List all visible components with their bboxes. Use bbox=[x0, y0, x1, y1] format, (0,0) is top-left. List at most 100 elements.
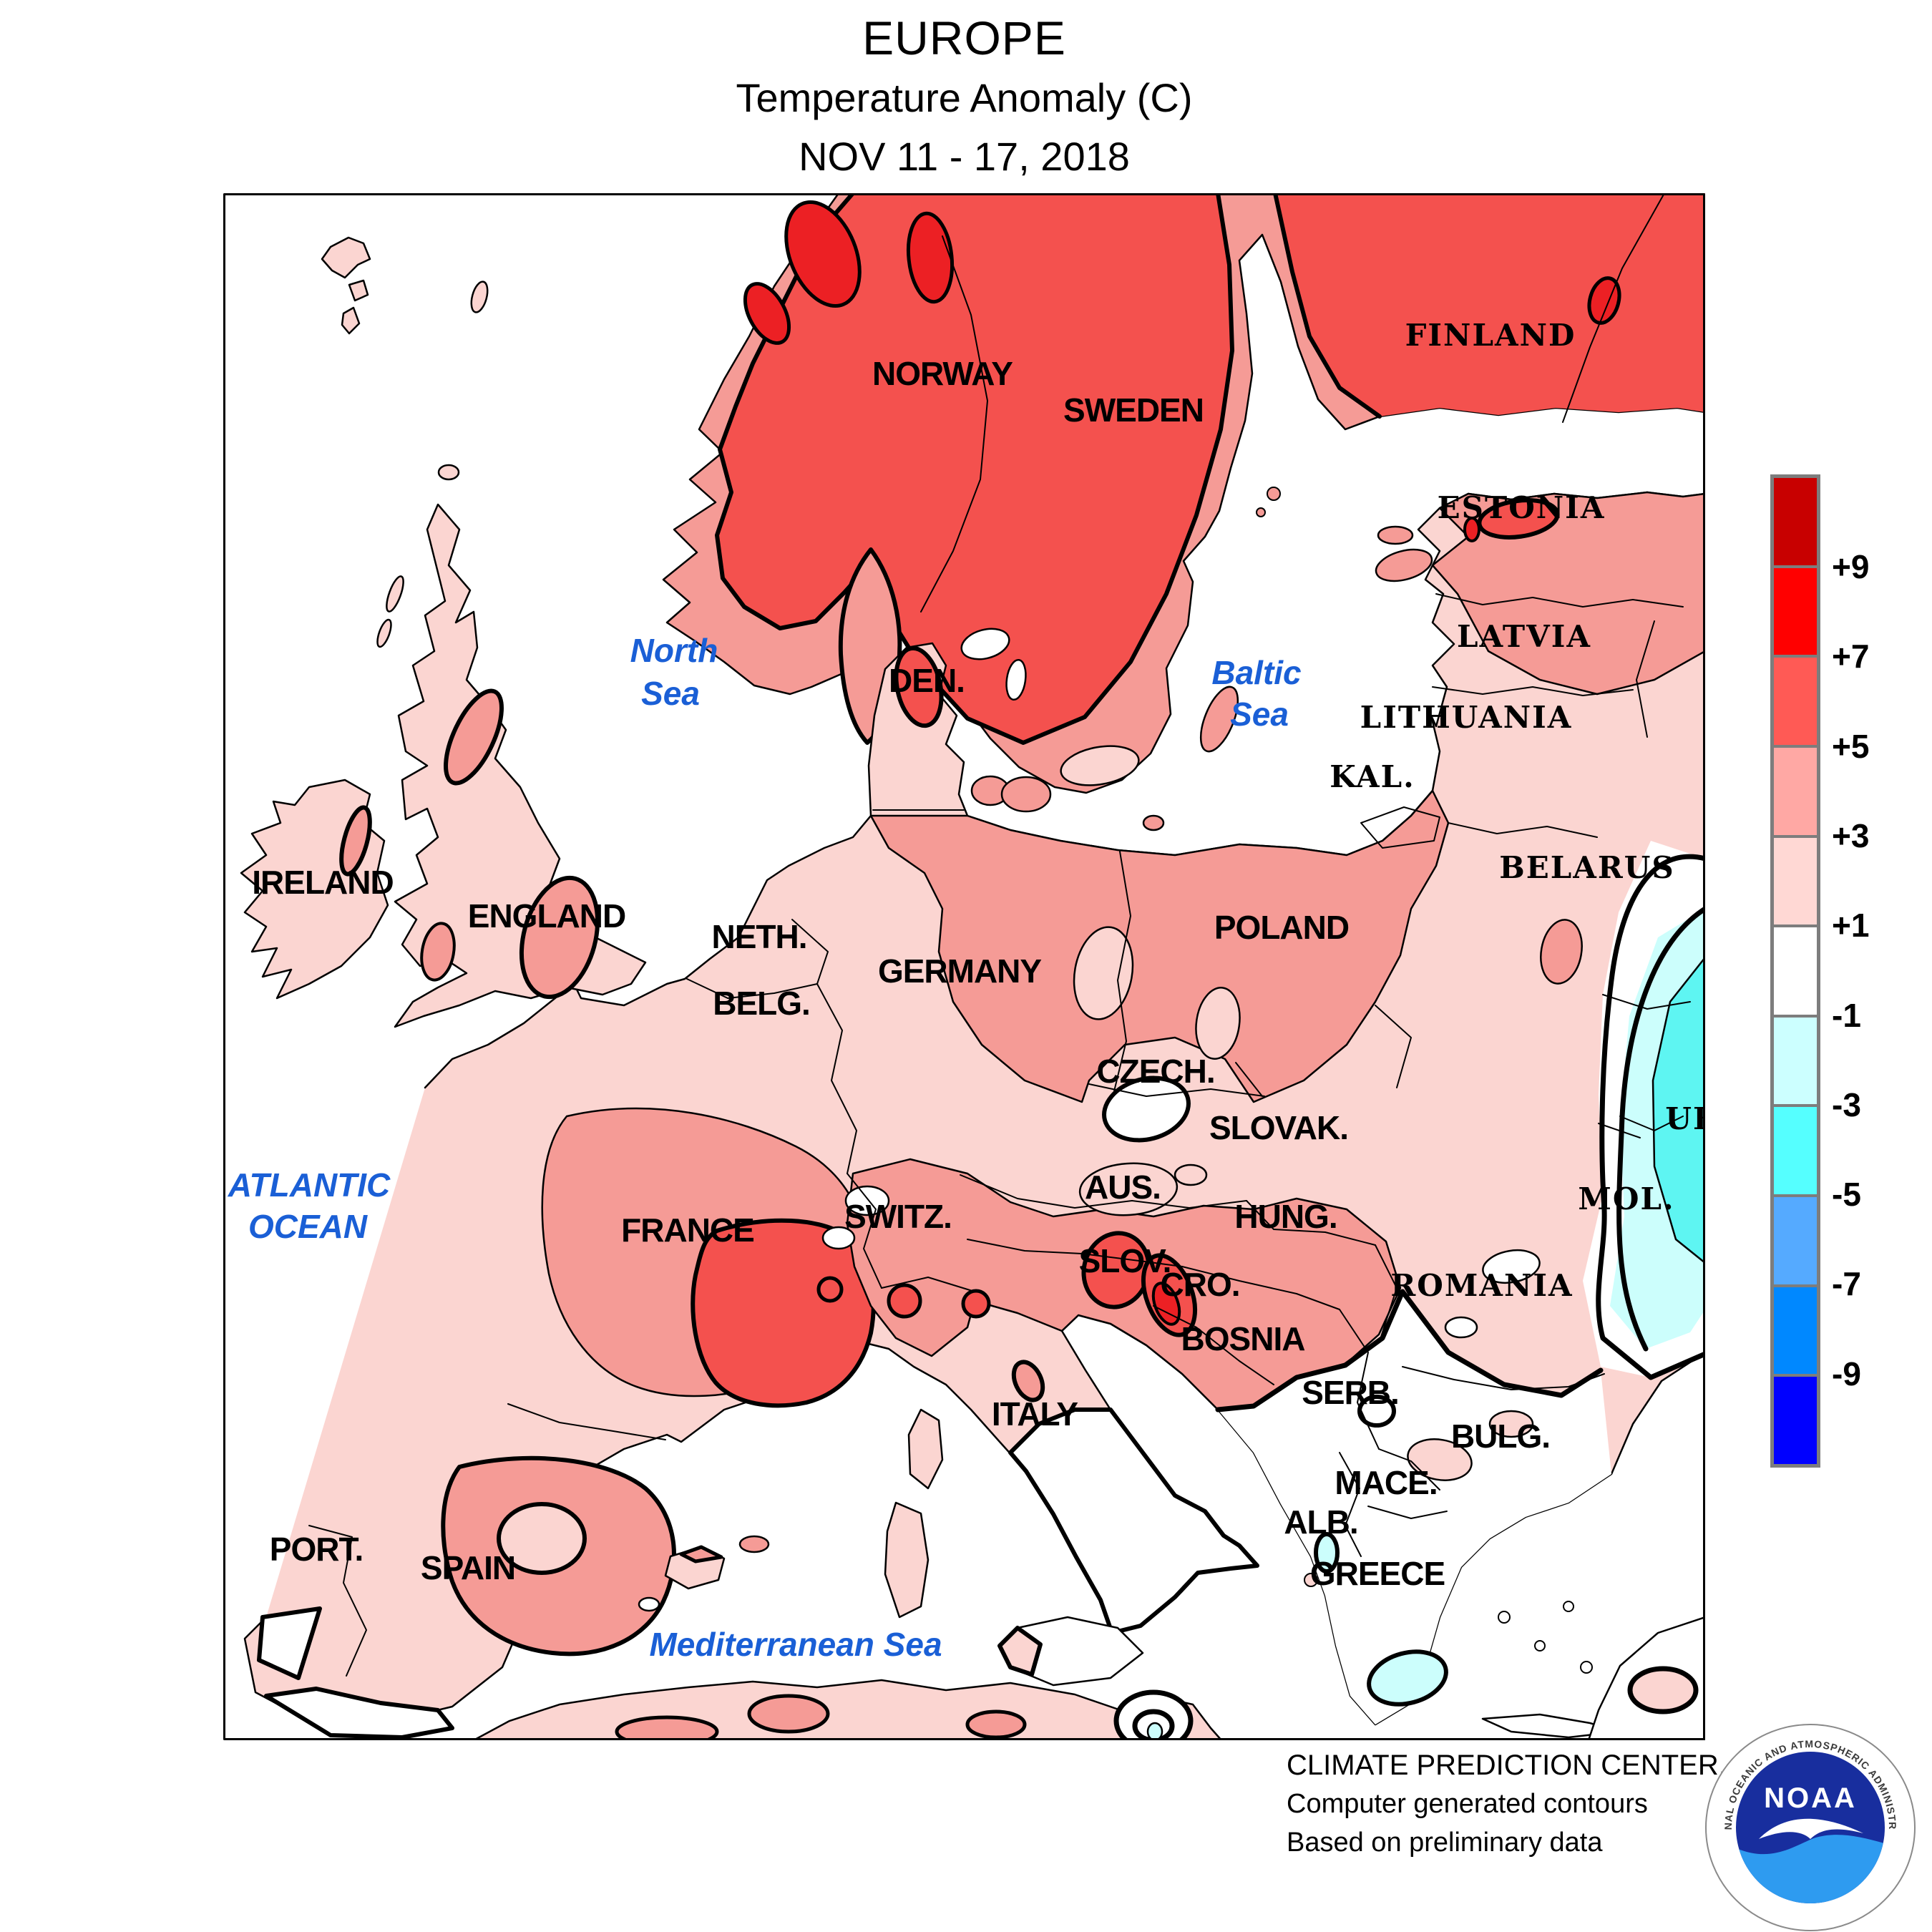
lake-vattern bbox=[1005, 658, 1027, 701]
country-label-spain: SPAIN bbox=[421, 1549, 515, 1586]
contour-dot-alps-c bbox=[961, 1289, 991, 1319]
legend-cell-plus3 bbox=[1774, 744, 1817, 835]
page-subtitle: Temperature Anomaly (C) bbox=[736, 75, 1193, 120]
contour-blob-norway-plus7-a bbox=[784, 200, 862, 308]
contour-spot-albania-minus1 bbox=[1314, 1532, 1340, 1574]
island-aland-a bbox=[1267, 487, 1281, 501]
contour-africa-plus3-c bbox=[965, 1709, 1027, 1740]
country-label-bosnia: BOSNIA bbox=[1181, 1320, 1305, 1357]
contour-ring-serbia-white bbox=[1357, 1395, 1396, 1428]
legend-label-plus3: +3 bbox=[1832, 817, 1870, 854]
contour-region-jutland-plus5 bbox=[894, 645, 944, 728]
contour-dot-alps-a bbox=[816, 1276, 844, 1303]
country-label-ukraine: UK bbox=[1665, 1101, 1705, 1136]
legend-label-minus1: -1 bbox=[1832, 997, 1861, 1034]
sea-label-north-sea: Sea bbox=[641, 675, 700, 712]
title-block: EUROPE Temperature Anomaly (C) NOV 11 - … bbox=[223, 7, 1705, 186]
island-aegean-d bbox=[1580, 1661, 1593, 1674]
legend-cell-minus1 bbox=[1774, 1014, 1817, 1105]
island-hebrides-b bbox=[376, 618, 392, 648]
contour-region-wales-plus3 bbox=[420, 922, 456, 982]
legend-cell-minus9 bbox=[1774, 1374, 1817, 1465]
contour-region-ukraine-minus3 bbox=[1652, 956, 1705, 1264]
country-label-albania: ALB. bbox=[1284, 1503, 1357, 1541]
contour-tunisia-minus1 bbox=[1146, 1722, 1163, 1740]
island-saaremaa bbox=[1375, 548, 1433, 582]
country-label-belarus: BELARUS bbox=[1499, 850, 1675, 885]
country-label-austria: AUS. bbox=[1085, 1169, 1161, 1206]
legend-label-minus5: -5 bbox=[1832, 1176, 1861, 1213]
contour-region-baltics-plus3 bbox=[1431, 491, 1705, 696]
contour-spot-peloponnese-minus1 bbox=[1367, 1649, 1448, 1707]
noaa-logo-acronym: NOAA bbox=[1764, 1782, 1857, 1814]
legend-label-minus3: -3 bbox=[1832, 1086, 1861, 1123]
country-label-romania: ROMANIA bbox=[1390, 1268, 1573, 1303]
country-label-germany: GERMANY bbox=[878, 952, 1041, 990]
country-label-ireland: IRELAND bbox=[252, 864, 393, 901]
noaa-logo-sea bbox=[1736, 1835, 1885, 1903]
legend-label-minus9: -9 bbox=[1832, 1355, 1861, 1392]
legend-label-minus7: -7 bbox=[1832, 1265, 1861, 1302]
map-frame bbox=[223, 193, 1705, 1740]
border-norway-sweden bbox=[920, 235, 988, 613]
contour-region-finland-plus5 bbox=[1275, 193, 1705, 416]
sea-label-atlantic: ATLANTIC bbox=[228, 1166, 391, 1204]
europe-anomaly-map: North Sea Baltic Sea ATLANTIC OCEAN Medi… bbox=[223, 193, 1705, 1740]
contour-blob-norway-plus7-c bbox=[743, 282, 791, 345]
legend-label-plus9: +9 bbox=[1832, 548, 1870, 585]
contour-hole-spain-plus1 bbox=[497, 1502, 587, 1575]
country-label-kaliningrad: KAL. bbox=[1330, 759, 1415, 794]
legend-cell-minus3 bbox=[1774, 1104, 1817, 1195]
legend-cell-zero bbox=[1774, 924, 1817, 1015]
contour-blob-finland-plus7 bbox=[1587, 276, 1621, 325]
country-label-denmark: DEN. bbox=[889, 662, 965, 699]
island-menorca bbox=[738, 1535, 770, 1553]
contour-sicily-west-plus1 bbox=[997, 1626, 1043, 1677]
contour-hole-austria-plus1 bbox=[1078, 1162, 1179, 1216]
contour-spot-belarus-plus3 bbox=[1540, 919, 1583, 985]
contour-hole-berlin-plus1 bbox=[1073, 926, 1134, 1020]
contour-region-scotland-plus3 bbox=[444, 688, 504, 786]
legend-colorbar bbox=[1770, 474, 1820, 1468]
island-aland-b bbox=[1256, 507, 1266, 517]
country-label-poland: POLAND bbox=[1214, 909, 1349, 946]
island-aegean-b bbox=[1534, 1640, 1546, 1652]
sea-label-ocean: OCEAN bbox=[248, 1208, 368, 1245]
country-label-switzerland: SWITZ. bbox=[844, 1198, 952, 1235]
attribution-line-3: Based on preliminary data bbox=[1287, 1828, 1603, 1858]
contour-mallorca-plus3 bbox=[679, 1545, 723, 1563]
contour-africa-plus3-b bbox=[615, 1715, 719, 1740]
contour-blob-estonia-plus7 bbox=[1463, 517, 1480, 542]
country-label-sweden: SWEDEN bbox=[1063, 391, 1204, 429]
legend-label-plus5: +5 bbox=[1832, 728, 1870, 765]
country-label-netherlands: NETH. bbox=[712, 918, 807, 955]
island-orkney bbox=[437, 464, 460, 481]
sea-label-baltic-sea: Sea bbox=[1230, 696, 1289, 733]
country-label-latvia: LATVIA bbox=[1457, 619, 1591, 654]
attribution-line-2: Computer generated contours bbox=[1287, 1789, 1648, 1819]
island-shetland bbox=[470, 280, 489, 313]
legend-cell-plus7 bbox=[1774, 565, 1817, 655]
country-label-belgium: BELG. bbox=[713, 985, 810, 1022]
contour-spot-bulgaria-plus1-a bbox=[1407, 1438, 1473, 1481]
contour-line-balkans-plus1 bbox=[1215, 1289, 1604, 1413]
island-aegean-a bbox=[1498, 1611, 1511, 1624]
country-label-lithuania: LITHUANIA bbox=[1360, 700, 1573, 735]
contour-region-balkans-white bbox=[1218, 1292, 1611, 1724]
page-title: EUROPE bbox=[862, 11, 1066, 64]
country-label-bulgaria: BULG. bbox=[1451, 1418, 1550, 1455]
contour-region-skane bbox=[1060, 745, 1140, 786]
contour-spot-romania-white-a bbox=[1482, 1249, 1541, 1284]
contour-line-finland-plus5 bbox=[1273, 193, 1382, 419]
contour-dot-alps-b bbox=[887, 1283, 922, 1319]
contour-line-east-plus1 bbox=[1596, 854, 1705, 1380]
legend-cell-plus5 bbox=[1774, 655, 1817, 745]
island-hebrides-a bbox=[386, 575, 404, 613]
contour-blob-norway-plus7-b bbox=[906, 211, 955, 304]
contour-hole-vienna-plus1 bbox=[1174, 1163, 1208, 1186]
contour-hole-poland-plus1 bbox=[1195, 987, 1241, 1060]
island-zealand bbox=[1000, 776, 1052, 813]
contour-spot-switz-white-b bbox=[821, 1226, 856, 1250]
contour-line-east-minus1 bbox=[1616, 906, 1705, 1352]
